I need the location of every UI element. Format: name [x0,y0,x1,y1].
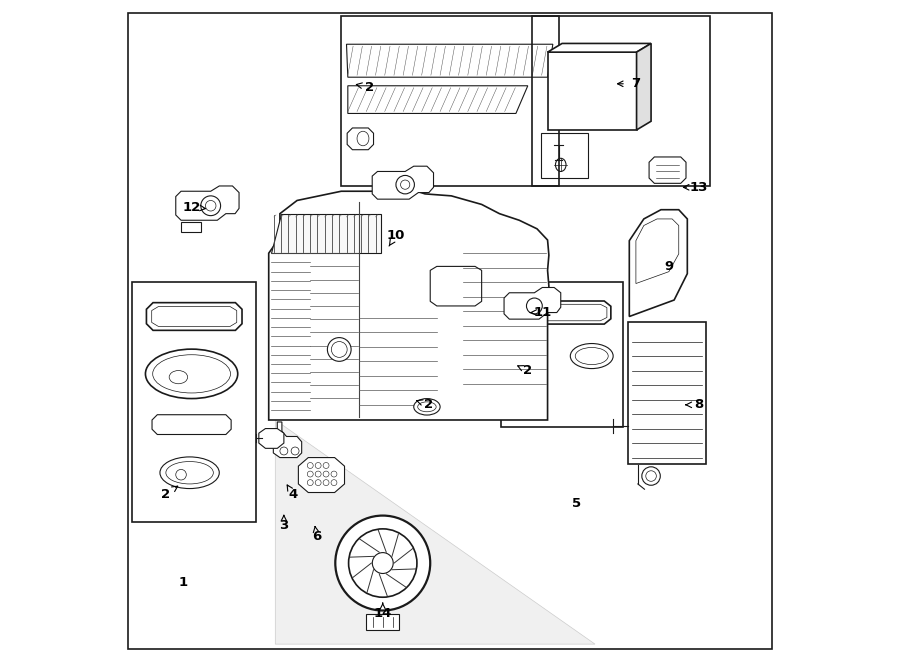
Text: 13: 13 [690,181,708,194]
Text: 14: 14 [374,606,392,620]
Polygon shape [176,186,239,220]
Text: 12: 12 [183,201,201,214]
Text: 2: 2 [424,399,434,411]
Circle shape [336,516,430,610]
Bar [501,281,623,426]
Text: 4: 4 [289,488,298,501]
Circle shape [328,338,351,361]
Text: 2: 2 [365,81,374,93]
Polygon shape [271,214,381,253]
Polygon shape [275,420,595,644]
Text: 2: 2 [161,488,170,501]
Ellipse shape [414,399,440,415]
Polygon shape [299,457,345,493]
Polygon shape [547,44,651,52]
Text: 11: 11 [534,306,552,319]
Text: 3: 3 [279,519,289,532]
Text: 6: 6 [312,530,321,544]
Circle shape [642,467,661,485]
Polygon shape [269,187,549,420]
Polygon shape [629,210,688,316]
Text: 9: 9 [664,260,673,273]
Polygon shape [366,614,400,630]
Bar [533,16,710,186]
Polygon shape [373,166,434,199]
Polygon shape [274,422,302,457]
Polygon shape [504,287,561,319]
Polygon shape [259,428,284,448]
Text: 5: 5 [572,497,581,510]
Polygon shape [636,44,651,130]
Bar [132,281,256,522]
Text: 8: 8 [695,399,704,411]
Bar [547,52,636,130]
Text: 2: 2 [523,364,533,377]
Polygon shape [347,86,527,113]
Circle shape [348,529,417,597]
Text: 1: 1 [178,577,187,589]
Circle shape [373,553,393,573]
Bar [628,322,706,464]
Bar [541,133,589,178]
Polygon shape [346,44,553,77]
Text: 7: 7 [631,77,641,90]
Text: 10: 10 [387,229,405,242]
Bar [341,16,559,186]
